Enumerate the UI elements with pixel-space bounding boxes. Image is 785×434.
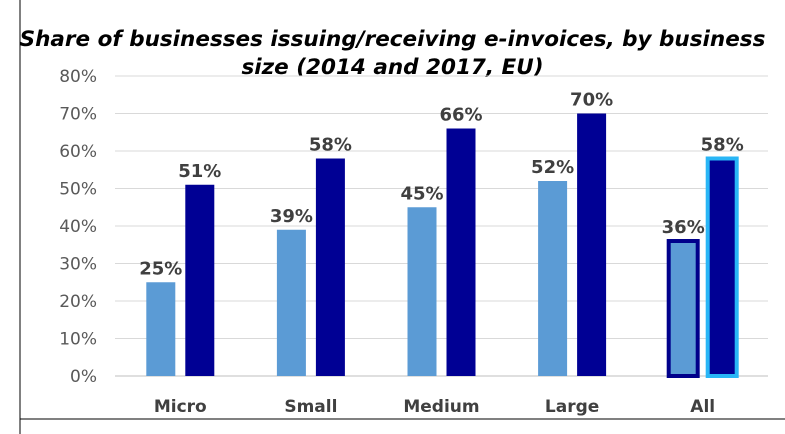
- bar: [146, 282, 176, 376]
- y-tick-label: 70%: [59, 105, 97, 125]
- y-tick-label: 20%: [59, 292, 97, 312]
- bar: [446, 128, 476, 376]
- bar: [407, 207, 437, 376]
- x-category-label: Medium: [403, 397, 479, 417]
- y-tick-label: 50%: [59, 180, 97, 200]
- data-label: 51%: [178, 161, 221, 182]
- data-label: 36%: [662, 217, 705, 238]
- x-category-label: All: [690, 397, 715, 417]
- y-tick-label: 10%: [59, 330, 97, 350]
- y-tick-label: 40%: [59, 217, 97, 237]
- y-tick-label: 30%: [59, 255, 97, 275]
- data-label: 58%: [309, 135, 352, 156]
- x-category-label: Large: [545, 397, 599, 417]
- chart-title: Share of businesses issuing/receiving e-…: [19, 27, 766, 80]
- data-label: 66%: [439, 105, 482, 126]
- bar: [185, 184, 215, 376]
- bar-highlight: [666, 239, 700, 378]
- y-tick-label: 60%: [59, 142, 97, 162]
- data-label: 45%: [400, 183, 443, 204]
- y-tick-label: 80%: [59, 67, 97, 87]
- y-tick-label: 0%: [70, 367, 97, 387]
- data-label: 70%: [570, 90, 613, 111]
- bar: [577, 113, 607, 376]
- data-label: 58%: [701, 135, 744, 156]
- data-label: 25%: [139, 258, 182, 279]
- data-label: 52%: [531, 157, 574, 178]
- x-category-label: Small: [284, 397, 337, 417]
- bar: [538, 181, 568, 376]
- bar: [276, 229, 306, 376]
- data-label: 39%: [270, 206, 313, 227]
- bar: [315, 158, 345, 376]
- x-category-label: Micro: [154, 397, 207, 417]
- bar-highlight: [705, 156, 739, 378]
